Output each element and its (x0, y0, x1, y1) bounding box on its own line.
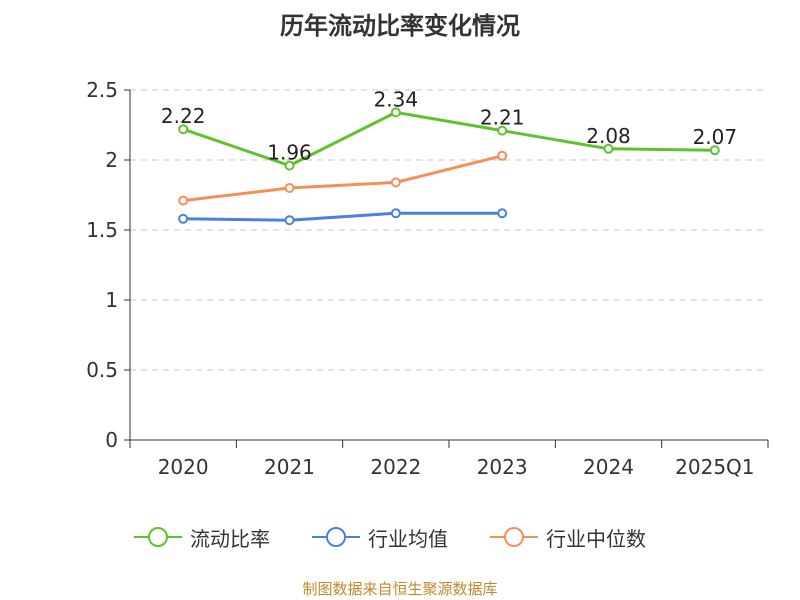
data-point-0[interactable] (709, 145, 720, 156)
data-point-2[interactable] (497, 150, 508, 161)
grid-layer (130, 89, 768, 371)
data-point-0[interactable] (603, 143, 614, 154)
source-note: 制图数据来自恒生聚源数据库 (302, 580, 498, 598)
data-label: 2.22 (161, 104, 206, 128)
data-label: 2.08 (586, 124, 631, 148)
x-tick-label: 2024 (583, 455, 634, 479)
legend-marker-industry-median (490, 527, 538, 547)
y-tick-label: 0 (105, 428, 118, 452)
data-point-0[interactable] (390, 107, 401, 118)
data-label: 2.34 (374, 87, 419, 111)
x-tick-label: 2020 (158, 455, 209, 479)
legend-label-industry-median: 行业中位数 (546, 526, 646, 551)
data-label: 2.21 (480, 106, 525, 130)
x-tick-label: 2023 (477, 455, 528, 479)
chart-title: 历年流动比率变化情况 (280, 12, 520, 40)
y-tick-label: 0.5 (86, 358, 118, 382)
series-line-2 (182, 154, 503, 203)
legend-item-current-ratio[interactable]: 流动比率 (132, 520, 270, 554)
legend-label-current-ratio: 流动比率 (190, 526, 270, 551)
y-tick-label: 1.5 (86, 218, 118, 242)
data-label: 1.96 (267, 141, 312, 165)
legend-label-industry-average: 行业均值 (368, 526, 448, 551)
data-point-2[interactable] (178, 195, 189, 206)
legend-item-industry-median[interactable]: 行业中位数 (488, 520, 646, 554)
legend-item-industry-average[interactable]: 行业均值 (310, 520, 448, 554)
data-point-0[interactable] (284, 160, 295, 171)
data-point-1[interactable] (390, 208, 401, 219)
x-tick-label: 2022 (370, 455, 421, 479)
data-point-1[interactable] (284, 215, 295, 226)
y-tick-label: 2.5 (86, 78, 118, 102)
chart-legend: 流动比率 行业均值 行业中位数 (0, 520, 800, 554)
x-tick-label: 2025Q1 (675, 455, 754, 479)
data-point-1[interactable] (178, 213, 189, 224)
data-label-layer: 2.22 1.96 2.34 2.21 2.08 2.07 (161, 87, 737, 164)
data-point-2[interactable] (390, 177, 401, 188)
series-line-0 (182, 110, 715, 168)
data-point-2[interactable] (284, 183, 295, 193)
legend-marker-current-ratio (134, 527, 182, 547)
data-label: 2.07 (693, 125, 738, 149)
y-tick-label: 2 (105, 148, 118, 172)
axis-layer: 0 0.5 1 1.5 2 2.5 2020 2021 2022 2023 2024 2025Q1 (86, 78, 769, 479)
x-tick-label: 2021 (264, 455, 315, 479)
series-layer (178, 107, 720, 226)
data-point-0[interactable] (178, 124, 189, 135)
data-point-0[interactable] (497, 125, 508, 136)
legend-marker-industry-average (312, 527, 360, 547)
series-line-1 (183, 211, 503, 222)
y-tick-label: 1 (105, 288, 118, 312)
data-point-1[interactable] (497, 208, 508, 219)
